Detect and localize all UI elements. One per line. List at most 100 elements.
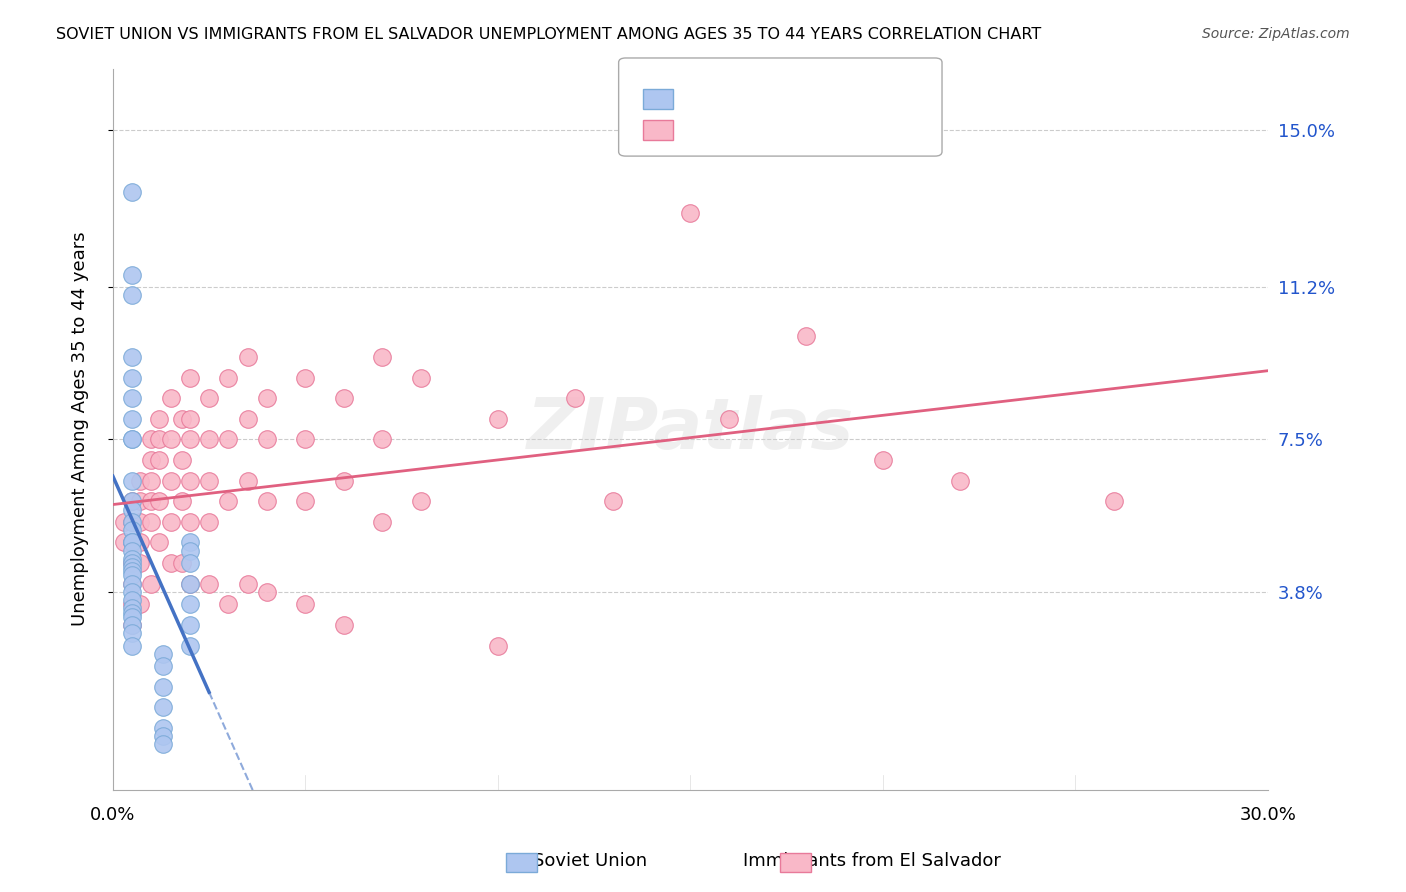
Text: Immigrants from El Salvador: Immigrants from El Salvador (742, 852, 1001, 870)
Point (179, 433, 201, 447)
Point (159, 391, 181, 405)
Point (152, 721, 174, 735)
Point (179, 597, 201, 611)
Point (371, 515, 394, 529)
Point (172, 412, 194, 426)
Point (121, 391, 143, 405)
Point (148, 412, 170, 426)
Point (128, 535, 150, 549)
Point (679, 206, 702, 220)
Point (121, 552, 143, 566)
Point (121, 494, 143, 508)
Point (121, 535, 143, 549)
Point (179, 576, 201, 591)
Point (148, 433, 170, 447)
Point (217, 370, 239, 384)
Point (141, 453, 163, 467)
Point (121, 618, 143, 632)
Point (121, 565, 143, 579)
Point (179, 556, 201, 570)
Point (121, 515, 143, 529)
Point (172, 453, 194, 467)
Point (121, 639, 143, 653)
Point (371, 350, 394, 364)
Point (172, 556, 194, 570)
Point (148, 494, 170, 508)
Point (121, 556, 143, 570)
Point (717, 412, 740, 426)
Text: R = -0.068   N = 82: R = -0.068 N = 82 (654, 120, 831, 138)
Point (152, 647, 174, 661)
Point (121, 433, 143, 447)
Point (256, 433, 278, 447)
Point (121, 606, 143, 620)
Point (121, 576, 143, 591)
Point (121, 568, 143, 582)
Point (112, 535, 135, 549)
Point (121, 618, 143, 632)
Point (152, 738, 174, 752)
Point (179, 370, 201, 384)
Point (198, 515, 221, 529)
Point (128, 474, 150, 488)
Point (121, 433, 143, 447)
Point (159, 474, 181, 488)
Point (179, 576, 201, 591)
Point (121, 515, 143, 529)
Point (217, 494, 239, 508)
Point (179, 618, 201, 632)
Point (236, 350, 259, 364)
Point (602, 494, 624, 508)
Point (121, 593, 143, 607)
Point (409, 494, 432, 508)
Point (152, 659, 174, 673)
Point (179, 535, 201, 549)
Point (121, 523, 143, 537)
Text: 0.0%: 0.0% (90, 806, 135, 824)
Point (179, 515, 201, 529)
Point (1102, 494, 1125, 508)
Point (121, 560, 143, 574)
Text: 82: 82 (830, 120, 855, 138)
Point (172, 494, 194, 508)
Point (179, 474, 201, 488)
Point (159, 433, 181, 447)
Point (121, 535, 143, 549)
Point (141, 515, 163, 529)
Point (141, 433, 163, 447)
Text: 30.0%: 30.0% (1240, 806, 1296, 824)
Text: R =   0.215   N = 45: R = 0.215 N = 45 (654, 89, 837, 107)
Point (121, 597, 143, 611)
Point (121, 268, 143, 282)
Point (198, 474, 221, 488)
Point (179, 412, 201, 426)
Point (121, 626, 143, 640)
Point (152, 700, 174, 714)
Point (294, 597, 316, 611)
Point (236, 412, 259, 426)
Point (121, 370, 143, 384)
Point (333, 618, 356, 632)
Point (256, 391, 278, 405)
Point (121, 601, 143, 615)
Point (486, 412, 509, 426)
Point (794, 329, 817, 343)
Point (128, 597, 150, 611)
Point (148, 453, 170, 467)
Point (294, 433, 316, 447)
Point (333, 474, 356, 488)
Point (148, 535, 170, 549)
Point (949, 474, 972, 488)
Point (371, 433, 394, 447)
Point (198, 391, 221, 405)
Point (152, 729, 174, 743)
Text: 0.215: 0.215 (697, 89, 754, 107)
Point (121, 350, 143, 364)
Point (121, 609, 143, 624)
Point (121, 502, 143, 516)
Point (872, 453, 894, 467)
Point (236, 576, 259, 591)
Text: ZIPatlas: ZIPatlas (527, 394, 853, 464)
Point (121, 576, 143, 591)
Point (141, 494, 163, 508)
